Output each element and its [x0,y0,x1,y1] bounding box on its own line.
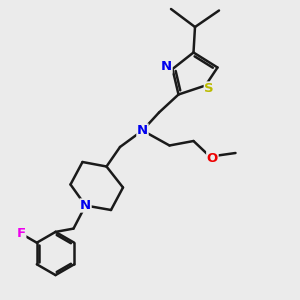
Text: S: S [204,82,214,95]
Text: O: O [207,152,218,165]
Text: N: N [80,199,91,212]
Text: N: N [161,60,172,73]
Text: N: N [137,124,148,137]
Text: F: F [16,227,26,240]
